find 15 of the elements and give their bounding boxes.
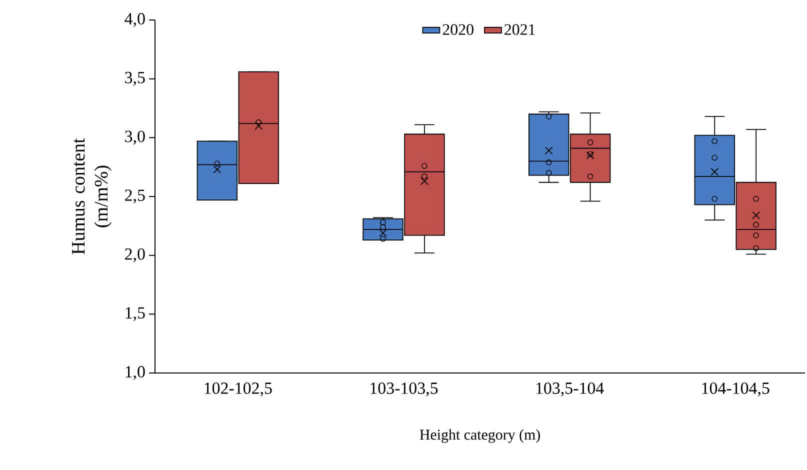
y-tick-label: 1,0 xyxy=(126,366,145,380)
x-tick-label: 103-103,5 xyxy=(370,382,438,396)
legend-label: 2021 xyxy=(504,24,535,35)
x-axis-title: Height category (m) xyxy=(420,429,540,443)
y-tick-label: 3,5 xyxy=(125,72,145,86)
y-tick-label: 2,0 xyxy=(125,248,145,262)
y-tick-label: 4,0 xyxy=(124,13,145,27)
x-tick-label: 102-102,5 xyxy=(204,382,272,396)
x-tick-label: 104-104,5 xyxy=(702,382,770,396)
x-tick-label: 103,5-104 xyxy=(536,382,604,396)
y-axis-title: Humus content (m/m%) xyxy=(72,138,112,254)
y-tick-label: 1,5 xyxy=(126,307,145,322)
legend-label: 2020 xyxy=(442,24,474,35)
y-tick-label: 2,5 xyxy=(125,190,145,204)
y-tick-label: 3,0 xyxy=(125,130,145,145)
